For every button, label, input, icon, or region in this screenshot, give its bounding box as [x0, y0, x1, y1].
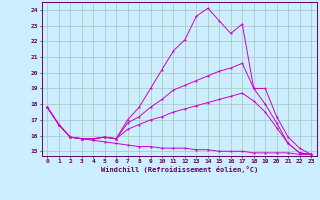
X-axis label: Windchill (Refroidissement éolien,°C): Windchill (Refroidissement éolien,°C): [100, 166, 258, 173]
